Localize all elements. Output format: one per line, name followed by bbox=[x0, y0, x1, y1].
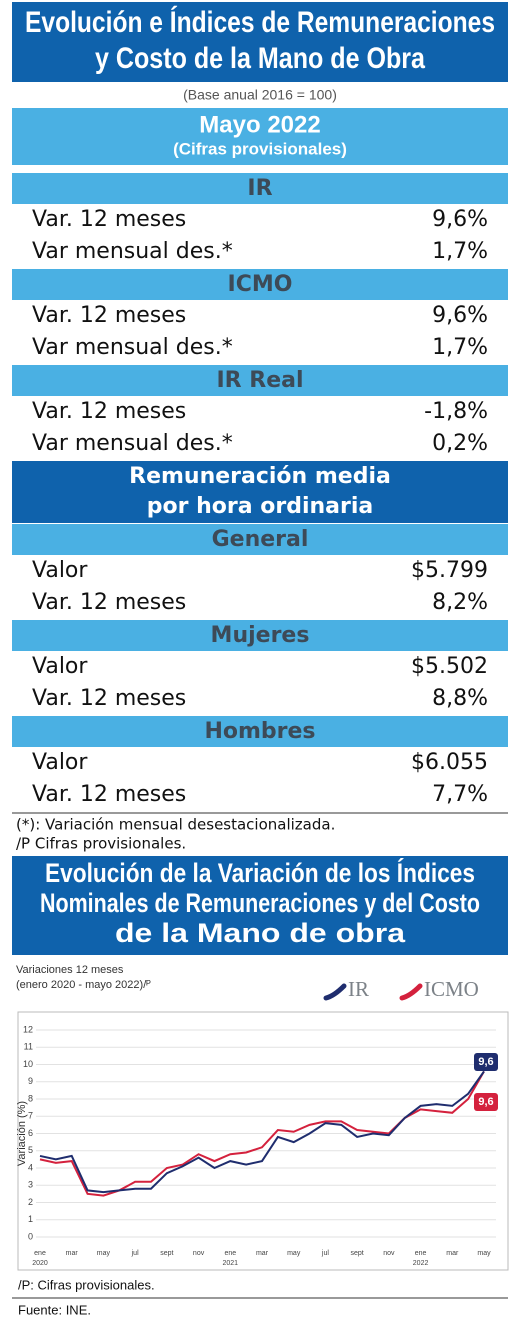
section-title: IR bbox=[247, 176, 272, 201]
y-tick-label: 10 bbox=[23, 1059, 33, 1069]
y-tick-label: 9 bbox=[28, 1076, 33, 1086]
chart-title-box bbox=[12, 856, 508, 955]
x-year-label: 2022 bbox=[413, 1260, 429, 1267]
row-label: Var. 12 meses bbox=[32, 207, 186, 232]
note: (*): Variación mensual desestacionalizad… bbox=[16, 816, 335, 834]
row-value: 8,2% bbox=[432, 590, 488, 615]
x-tick-label: sept bbox=[351, 1250, 364, 1257]
row-label: Var. 12 meses bbox=[32, 782, 186, 807]
y-tick-label: 5 bbox=[28, 1145, 33, 1155]
row-value: -1,8% bbox=[424, 399, 488, 424]
legend-label: IR bbox=[348, 977, 369, 1001]
wage-title: Remuneración media bbox=[129, 464, 391, 489]
section-title: ICMO bbox=[228, 272, 293, 297]
chart-title: Evolución de la Variación de los Índices bbox=[45, 857, 475, 888]
chart-subtitle: Variaciones 12 meses bbox=[16, 964, 124, 976]
section-title: IR Real bbox=[216, 368, 303, 393]
plot-frame bbox=[17, 1011, 509, 1271]
title: Evolución e Índices de Remuneraciones bbox=[25, 5, 495, 39]
section-bar bbox=[12, 716, 508, 747]
x-tick-label: sept bbox=[160, 1250, 173, 1257]
x-tick-label: nov bbox=[383, 1250, 395, 1257]
row-label: Var. 12 meses bbox=[32, 399, 186, 424]
y-tick-label: 3 bbox=[28, 1180, 33, 1190]
y-tick-label: 11 bbox=[24, 1042, 33, 1052]
x-tick-label: mar bbox=[256, 1250, 269, 1257]
period: Mayo 2022 bbox=[199, 111, 320, 138]
section-bar bbox=[12, 620, 508, 651]
row-label: Var mensual des.* bbox=[32, 431, 233, 456]
row-label: Var. 12 meses bbox=[32, 590, 186, 615]
end-label-box bbox=[474, 1053, 498, 1071]
y-tick-label: 4 bbox=[28, 1162, 33, 1172]
base-note: (Base anual 2016 = 100) bbox=[183, 87, 337, 103]
x-tick-label: may bbox=[97, 1250, 111, 1257]
end-label: 9,6 bbox=[478, 1096, 493, 1108]
legend-swatch bbox=[323, 983, 347, 1001]
row-label: Var mensual des.* bbox=[32, 335, 233, 360]
period-box bbox=[12, 108, 508, 165]
period-note: (Cifras provisionales) bbox=[173, 139, 347, 158]
chart-subtitle: (enero 2020 - mayo 2022)/ᴾ bbox=[16, 979, 151, 991]
title-box bbox=[12, 2, 508, 82]
chart-note: /P: Cifras provisionales. bbox=[18, 1277, 155, 1292]
row-value: 9,6% bbox=[432, 207, 488, 232]
section-bar bbox=[12, 269, 508, 300]
wage-box bbox=[12, 461, 508, 523]
row-value: 8,8% bbox=[432, 686, 488, 711]
note: /P Cifras provisionales. bbox=[16, 835, 186, 853]
row-label: Var. 12 meses bbox=[32, 303, 186, 328]
y-tick-label: 6 bbox=[28, 1128, 33, 1138]
wage-title: por hora ordinaria bbox=[147, 494, 374, 519]
row-label: Var mensual des.* bbox=[32, 239, 233, 264]
end-label-box bbox=[474, 1093, 498, 1111]
y-tick-label: 7 bbox=[28, 1111, 33, 1121]
row-value: $6.055 bbox=[411, 750, 488, 775]
row-label: Valor bbox=[32, 558, 88, 583]
chart-title: de la Mano de obra bbox=[115, 918, 406, 948]
x-year-label: 2021 bbox=[222, 1260, 238, 1267]
legend-swatch bbox=[399, 983, 423, 1001]
series-line bbox=[39, 1070, 485, 1194]
section-bar bbox=[12, 524, 508, 555]
x-tick-label: ene bbox=[224, 1250, 236, 1257]
section-title: Hombres bbox=[204, 719, 315, 744]
y-tick-label: 2 bbox=[28, 1197, 33, 1207]
row-label: Valor bbox=[32, 654, 88, 679]
x-tick-label: jul bbox=[321, 1250, 329, 1257]
x-tick-label: mar bbox=[446, 1250, 459, 1257]
y-tick-label: 12 bbox=[23, 1024, 33, 1034]
x-tick-label: nov bbox=[193, 1250, 205, 1257]
x-tick-label: may bbox=[477, 1250, 491, 1257]
chart-title: Nominales de Remuneraciones y del Costo bbox=[40, 888, 480, 918]
y-tick-label: 1 bbox=[28, 1214, 33, 1224]
section-bar bbox=[12, 173, 508, 204]
y-tick-label: 8 bbox=[28, 1093, 33, 1103]
legend-label: ICMO bbox=[424, 977, 479, 1001]
row-value: $5.502 bbox=[411, 654, 488, 679]
row-value: $5.799 bbox=[411, 558, 488, 583]
row-value: 1,7% bbox=[432, 335, 488, 360]
row-value: 1,7% bbox=[432, 239, 488, 264]
section-title: Mujeres bbox=[211, 623, 310, 648]
x-tick-label: may bbox=[287, 1250, 301, 1257]
title: y Costo de la Mano de Obra bbox=[95, 42, 425, 75]
x-tick-label: ene bbox=[34, 1250, 46, 1257]
row-value: 7,7% bbox=[432, 782, 488, 807]
section-title: General bbox=[212, 527, 309, 552]
source: Fuente: INE. bbox=[18, 1302, 91, 1317]
x-year-label: 2020 bbox=[32, 1260, 48, 1267]
x-tick-label: ene bbox=[415, 1250, 427, 1257]
row-label: Valor bbox=[32, 750, 88, 775]
section-bar bbox=[12, 365, 508, 396]
row-value: 9,6% bbox=[432, 303, 488, 328]
row-value: 0,2% bbox=[432, 431, 488, 456]
end-label: 9,6 bbox=[478, 1056, 493, 1068]
y-axis-label: Variación (%) bbox=[16, 1101, 28, 1166]
y-tick-label: 0 bbox=[28, 1231, 33, 1241]
x-tick-label: mar bbox=[66, 1250, 79, 1257]
row-label: Var. 12 meses bbox=[32, 686, 186, 711]
x-tick-label: jul bbox=[131, 1250, 139, 1257]
